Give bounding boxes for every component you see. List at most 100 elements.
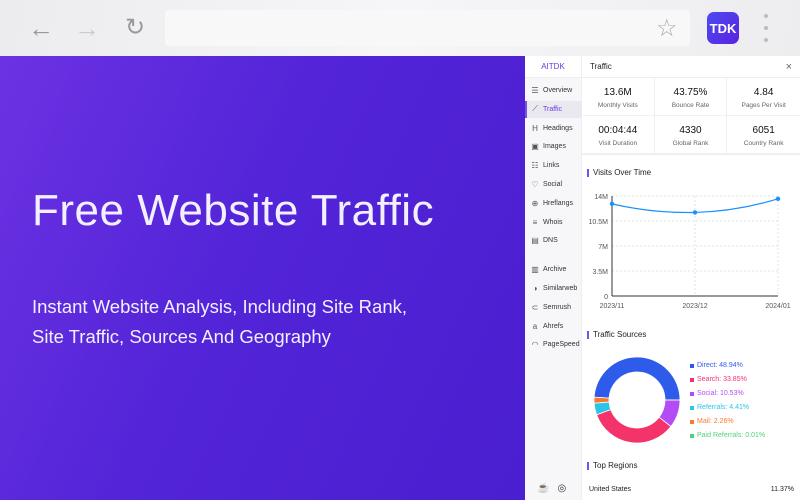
sidebar-item-label: Semrush — [543, 303, 572, 311]
browser-menu-icon[interactable] — [764, 14, 768, 50]
sidebar-item-label: Headings — [543, 124, 573, 132]
sidebar-item-label: Links — [543, 162, 560, 170]
stat-bounce-rate: 43.75% Bounce Rate — [654, 78, 728, 116]
forward-button[interactable]: → — [74, 13, 100, 43]
x-tick-label: 2023/11 — [600, 303, 625, 310]
sidebar-item-overview[interactable]: ☰ Overview — [525, 82, 582, 99]
stat-country-rank: 6051 Country Rank — [727, 116, 800, 154]
stat-label: Country Rank — [743, 140, 784, 147]
y-tick-label: 14M — [594, 194, 608, 201]
sidebar-item-label: Similarweb — [543, 285, 578, 292]
sidebar-item-pagespeed[interactable]: ◠ PageSpeed — [525, 336, 582, 353]
sidebar-item-images[interactable]: ▣ Images — [525, 138, 582, 155]
data-point — [692, 210, 698, 215]
section-title: Traffic Sources — [587, 330, 646, 339]
stat-value: 4.84 — [753, 87, 774, 98]
extension-button[interactable]: TDK — [707, 12, 739, 44]
images-icon: ▣ — [531, 142, 539, 152]
whois-icon: ≡ — [532, 217, 538, 227]
traffic-icon: ⟋ — [532, 104, 538, 114]
sidebar-item-headings[interactable]: H Headings — [525, 120, 582, 137]
hero-subtitle: Instant Website Analysis, Including Site… — [32, 296, 407, 347]
sidebar-item-label: Archive — [543, 266, 567, 274]
sidebar-item-label: Images — [543, 143, 566, 151]
x-tick-label: 2024/01 — [765, 303, 790, 310]
visits-line-chart: 0 3.5M 7M 10.5M 14M 2023/11 2023/12 2024/01 — [589, 194, 791, 310]
coffee-icon[interactable]: ☕ — [537, 483, 550, 494]
hreflangs-icon: ⊕ — [531, 198, 539, 208]
archive-icon: ▥ — [531, 265, 539, 275]
overview-icon: ☰ — [531, 86, 539, 95]
stat-value: 6051 — [752, 125, 775, 136]
x-tick-label: 2023/12 — [682, 303, 707, 310]
legend-item[interactable]: Search: 33.85% — [690, 376, 747, 383]
stat-visit-duration: 00:04:44 Visit Duration — [582, 116, 655, 154]
sidebar-item-traffic[interactable]: ⟋ Traffic — [525, 100, 582, 118]
brand-logo: AITDK — [525, 56, 581, 78]
sidebar-item-label: PageSpeed — [543, 341, 580, 349]
headings-icon: H — [532, 123, 538, 133]
links-icon: ☷ — [531, 161, 539, 171]
panel-title: Traffic — [590, 62, 612, 71]
settings-icon[interactable]: ◎ — [557, 483, 567, 494]
legend-item[interactable]: Paid Referrals: 0.01% — [690, 432, 765, 439]
stat-label: Pages Per Visit — [741, 102, 786, 109]
traffic-sources-donut — [593, 356, 681, 444]
legend-item[interactable]: Direct: 48.94% — [690, 362, 743, 369]
sidebar-item-archive[interactable]: ▥ Archive — [525, 261, 582, 278]
region-row: United States 11.37% — [589, 486, 794, 493]
sidebar-item-semrush[interactable]: ⊂ Semrush — [525, 299, 582, 316]
sidebar-item-ahrefs[interactable]: a Ahrefs — [525, 318, 582, 335]
y-tick-label: 10.5M — [589, 219, 609, 226]
legend-item[interactable]: Referrals: 4.41% — [690, 404, 749, 411]
stat-pages-per-visit: 4.84 Pages Per Visit — [727, 78, 800, 116]
y-tick-label: 0 — [604, 294, 608, 301]
browser-toolbar: ← → ↻ ☆ TDK — [0, 0, 800, 56]
legend-item[interactable]: Social: 10.53% — [690, 390, 744, 397]
stat-label: Bounce Rate — [671, 102, 710, 109]
back-button[interactable]: ← — [28, 13, 54, 43]
sidebar-item-whois[interactable]: ≡ Whois — [525, 214, 582, 231]
bookmark-star-icon[interactable]: ☆ — [656, 15, 678, 42]
address-bar[interactable] — [165, 10, 690, 46]
close-icon[interactable]: × — [785, 60, 792, 73]
social-icon: ♡ — [531, 180, 539, 189]
hero-banner: Free Website Traffic Instant Website Ana… — [0, 56, 525, 500]
sidebar: AITDK ☰ Overview ⟋ Traffic H Headings ▣ Images ☷… — [525, 56, 582, 500]
sidebar-item-social[interactable]: ♡ Social — [525, 176, 582, 193]
stat-label: Global Rank — [672, 140, 709, 147]
traffic-content: Traffic × 13.6M Monthly Visits 43.75% Bounce… — [582, 56, 800, 500]
sidebar-item-hreflangs[interactable]: ⊕ Hreflangs — [525, 195, 582, 212]
stat-value: 4330 — [679, 125, 702, 136]
sidebar-item-label: Hreflangs — [543, 199, 573, 207]
donut-slice — [596, 409, 672, 444]
hero-title: Free Website Traffic — [32, 186, 435, 235]
data-point — [775, 196, 781, 202]
stat-value: 00:04:44 — [598, 125, 638, 136]
stat-monthly-visits: 13.6M Monthly Visits — [582, 78, 655, 116]
y-tick-label: 3.5M — [592, 269, 608, 276]
sidebar-item-label: Social — [543, 181, 563, 188]
sidebar-item-label: Whois — [543, 218, 563, 226]
semrush-icon: ⊂ — [531, 302, 539, 312]
section-title: Visits Over Time — [587, 168, 651, 177]
sidebar-item-links[interactable]: ☷ Links — [525, 157, 582, 174]
pagespeed-icon: ◠ — [531, 340, 539, 350]
legend-item[interactable]: Mail: 2.26% — [690, 418, 734, 425]
sidebar-item-label: Traffic — [543, 105, 563, 113]
data-point — [609, 201, 615, 207]
ahrefs-icon: a — [532, 321, 538, 331]
reload-button[interactable]: ↻ — [125, 14, 146, 41]
sidebar-item-label: Overview — [543, 87, 573, 94]
stat-value: 43.75% — [673, 87, 708, 98]
stat-label: Monthly Visits — [597, 102, 638, 109]
stats-grid: 13.6M Monthly Visits 43.75% Bounce Rate 4.84… — [582, 78, 800, 155]
donut-slice — [593, 356, 681, 401]
similarweb-icon: ◑ — [532, 284, 538, 293]
sidebar-item-label: DNS — [543, 237, 558, 245]
sidebar-item-dns[interactable]: ▤ DNS — [525, 232, 582, 249]
sidebar-item-similarweb[interactable]: ◑ Similarweb — [525, 280, 582, 297]
extension-panel: AITDK ☰ Overview ⟋ Traffic H Headings ▣ Images ☷… — [525, 56, 800, 500]
y-tick-label: 7M — [598, 244, 608, 251]
sidebar-item-label: Ahrefs — [543, 322, 564, 330]
